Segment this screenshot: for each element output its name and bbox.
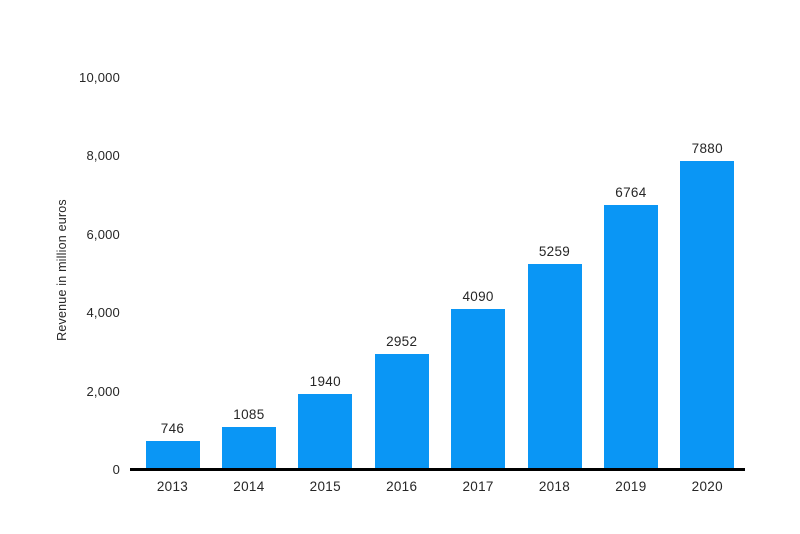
bar-2014 <box>221 427 276 470</box>
bar-2015 <box>298 393 353 470</box>
bar-2018 <box>527 263 582 470</box>
y-tick-label: 2,000 <box>86 383 120 399</box>
x-tick-label: 2018 <box>538 479 571 494</box>
x-tick-label: 2015 <box>309 479 341 494</box>
x-axis-line <box>130 468 745 471</box>
x-tick-label: 2019 <box>615 479 647 494</box>
y-tick-label: 0 <box>112 462 120 477</box>
bar-2019 <box>603 204 658 470</box>
x-tick-label: 2017 <box>462 479 494 494</box>
y-tick-label: 4,000 <box>86 305 120 320</box>
bar-value-label: 4090 <box>462 289 494 305</box>
bar-value-label: 1085 <box>233 407 265 423</box>
x-tick-label: 2014 <box>233 479 265 494</box>
bar-value-label: 1940 <box>309 373 341 389</box>
bar-value-label: 746 <box>160 420 185 436</box>
y-tick-label: 6,000 <box>86 226 120 242</box>
bar-value-label: 6764 <box>615 184 647 200</box>
x-tick-label: 2016 <box>386 479 418 494</box>
bar-2020 <box>680 160 735 470</box>
bar-value-label: 2952 <box>386 334 418 350</box>
bar-value-label: 7880 <box>691 140 723 156</box>
x-tick-label: 2020 <box>691 479 723 494</box>
x-tick-label: 2013 <box>156 479 189 494</box>
bar-2016 <box>374 354 429 470</box>
bar-2013 <box>145 440 200 470</box>
bar-value-label: 5259 <box>538 243 571 259</box>
y-tick-label: 8,000 <box>86 148 120 163</box>
y-tick-label: 10,000 <box>79 69 120 85</box>
bar-2017 <box>451 309 506 470</box>
